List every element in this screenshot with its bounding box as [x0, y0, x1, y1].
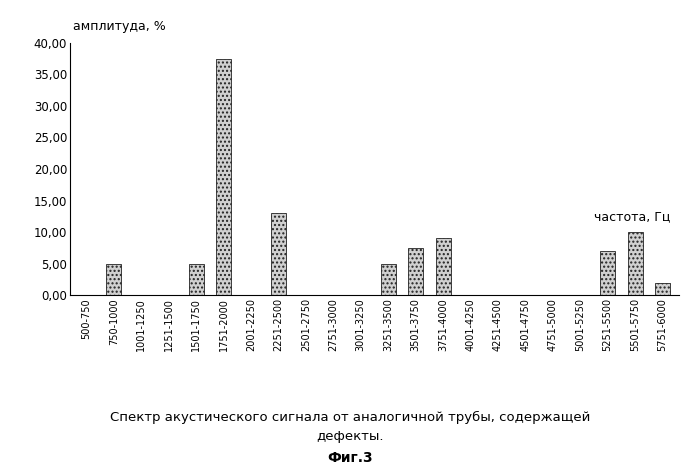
Bar: [106, 264, 121, 295]
Bar: [655, 283, 670, 295]
Text: Фиг.3: Фиг.3: [327, 451, 373, 465]
Bar: [216, 59, 231, 295]
Text: Спектр акустического сигнала от аналогичной трубы, содержащей: Спектр акустического сигнала от аналогич…: [110, 411, 590, 424]
Bar: [600, 251, 615, 295]
Bar: [188, 264, 204, 295]
Text: дефекты.: дефекты.: [316, 430, 384, 443]
Bar: [435, 238, 451, 295]
Bar: [381, 264, 395, 295]
Text: амплитуда, %: амплитуда, %: [73, 20, 165, 33]
Bar: [271, 213, 286, 295]
Bar: [408, 248, 424, 295]
Text: частота, Гц: частота, Гц: [594, 210, 671, 223]
Bar: [628, 232, 643, 295]
